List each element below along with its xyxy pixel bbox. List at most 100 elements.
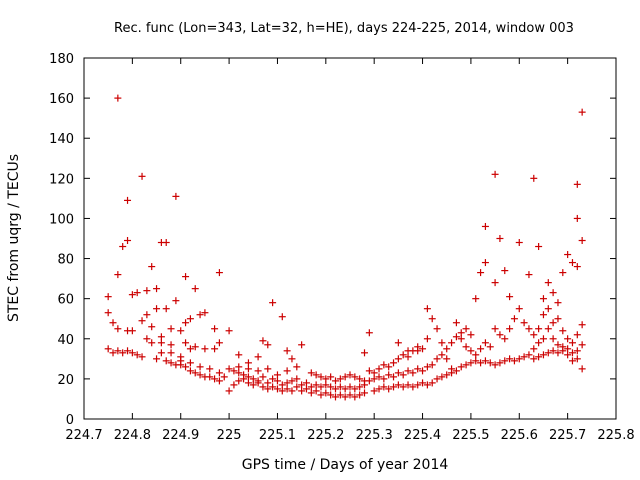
y-axis: 0 20 40 60 80 100 120 140 160 180 xyxy=(49,52,616,428)
data-point xyxy=(544,305,552,313)
data-point xyxy=(472,357,480,365)
x-tick-label: 225.8 xyxy=(597,428,634,443)
data-point xyxy=(423,305,431,313)
data-point xyxy=(356,375,364,383)
data-point xyxy=(119,243,127,251)
data-point xyxy=(404,347,412,355)
data-point xyxy=(448,339,456,347)
data-point xyxy=(452,319,460,327)
data-point xyxy=(462,343,470,351)
data-point xyxy=(114,325,122,333)
data-point xyxy=(143,335,151,343)
data-point xyxy=(506,293,514,301)
data-point xyxy=(578,321,586,329)
data-point xyxy=(302,379,310,387)
data-point xyxy=(312,381,320,389)
y-tick-label: 20 xyxy=(57,373,74,388)
data-point xyxy=(385,363,393,371)
data-point xyxy=(215,369,223,377)
data-point xyxy=(254,377,262,385)
data-point xyxy=(559,343,567,351)
data-point xyxy=(317,373,325,381)
plot-area xyxy=(83,57,617,420)
data-point xyxy=(564,251,572,259)
data-point xyxy=(365,329,373,337)
data-point xyxy=(124,347,132,355)
data-point xyxy=(148,263,156,271)
data-point xyxy=(104,309,112,317)
data-point xyxy=(573,263,581,271)
data-point xyxy=(109,319,117,327)
data-point xyxy=(375,365,383,373)
data-point xyxy=(278,387,286,395)
data-point xyxy=(414,381,422,389)
data-point xyxy=(244,365,252,373)
data-point xyxy=(138,317,146,325)
data-point xyxy=(283,385,291,393)
data-point xyxy=(336,391,344,399)
data-point xyxy=(433,325,441,333)
data-point xyxy=(351,393,359,401)
data-point xyxy=(491,279,499,287)
data-point xyxy=(385,385,393,393)
data-point xyxy=(578,108,586,116)
data-point xyxy=(341,373,349,381)
data-point xyxy=(322,389,330,397)
data-point xyxy=(510,357,518,365)
y-tick-label: 160 xyxy=(49,92,74,107)
data-point xyxy=(370,387,378,395)
data-point xyxy=(114,271,122,279)
data-point xyxy=(124,196,132,204)
data-point xyxy=(564,351,572,359)
y-tick-label: 60 xyxy=(57,293,74,308)
data-point xyxy=(539,295,547,303)
data-point xyxy=(327,383,335,391)
data-point xyxy=(346,383,354,391)
data-point xyxy=(399,371,407,379)
data-point xyxy=(133,351,141,359)
data-point xyxy=(443,355,451,363)
data-point xyxy=(307,389,315,397)
data-point xyxy=(341,385,349,393)
data-point xyxy=(457,335,465,343)
data-point xyxy=(394,339,402,347)
data-point xyxy=(186,315,194,323)
data-point xyxy=(302,385,310,393)
data-point xyxy=(109,349,117,357)
y-tick-label: 80 xyxy=(57,253,74,268)
data-point xyxy=(249,381,257,389)
data-point xyxy=(481,259,489,267)
data-point xyxy=(530,345,538,353)
data-point xyxy=(172,297,180,305)
data-point xyxy=(394,381,402,389)
data-point xyxy=(346,391,354,399)
data-point xyxy=(438,373,446,381)
data-point xyxy=(515,355,523,363)
data-point xyxy=(539,311,547,319)
data-point xyxy=(568,259,576,267)
data-point xyxy=(230,367,238,375)
data-point xyxy=(399,351,407,359)
data-point xyxy=(138,172,146,180)
x-tick-label: 225.6 xyxy=(501,428,538,443)
data-point xyxy=(467,347,475,355)
data-point xyxy=(196,363,204,371)
data-point xyxy=(423,363,431,371)
data-point xyxy=(167,349,175,357)
data-point xyxy=(525,325,533,333)
chart-title: Rec. func (Lon=343, Lat=32, h=HE), days … xyxy=(114,21,574,36)
data-point xyxy=(394,369,402,377)
data-point xyxy=(365,367,373,375)
data-point xyxy=(259,337,267,345)
data-point xyxy=(448,369,456,377)
data-point xyxy=(380,375,388,383)
data-point xyxy=(370,369,378,377)
data-point xyxy=(568,349,576,357)
data-point xyxy=(259,373,267,381)
data-point xyxy=(278,381,286,389)
data-point xyxy=(491,361,499,369)
data-point xyxy=(341,393,349,401)
data-point xyxy=(390,359,398,367)
data-point xyxy=(269,375,277,383)
